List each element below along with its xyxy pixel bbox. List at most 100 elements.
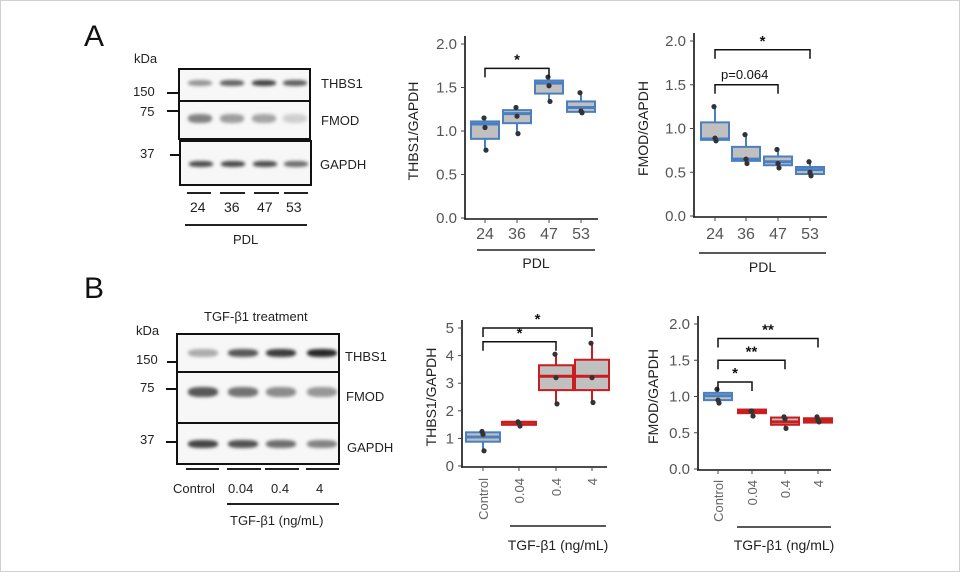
y-axis-label: FMOD/GAPDH (635, 81, 651, 176)
significance-bracket: ** (717, 322, 819, 348)
blot-a-gapdh (179, 140, 312, 186)
lane-label-24-a: 24 (190, 199, 206, 215)
marker-37-b: 37 (140, 432, 155, 447)
x-tick-label: Control (476, 478, 491, 520)
band-gapdh-lane-2 (221, 161, 245, 167)
lane-bar-3-b (265, 468, 299, 470)
y-tick-label: 0.0 (436, 210, 457, 227)
y-axis-label: THBS1/GAPDH (405, 82, 421, 181)
lane-label-53-a: 53 (286, 199, 302, 215)
y-tick-label: 2.0 (665, 33, 686, 50)
significance-label: * (517, 325, 523, 342)
data-point (515, 131, 521, 137)
box-4 (574, 340, 610, 406)
x-tick-label: 4 (811, 480, 826, 487)
y-tick-label: 0.0 (669, 461, 690, 478)
protein-label-fmod-b: FMOD (346, 389, 385, 404)
data-point (590, 399, 596, 406)
kda-label-b: kDa (136, 323, 160, 338)
data-point (513, 104, 519, 111)
data-point (588, 340, 594, 346)
band-gapdh-lane-4 (307, 440, 337, 448)
data-point (749, 408, 755, 414)
band-fmod-lane-3 (252, 114, 276, 123)
data-point (481, 115, 487, 121)
y-tick-label: 2.0 (436, 36, 457, 53)
blot-a-fmod (178, 100, 311, 140)
data-point (553, 375, 559, 381)
band-fmod-lane-4 (307, 387, 337, 397)
significance-bracket: * (484, 51, 550, 78)
protein-label-thbs1-b: THBS1 (345, 349, 387, 364)
protein-label-gapdh-b: GAPDH (347, 440, 394, 455)
lane-bar-1-a (187, 192, 211, 194)
box-53 (795, 159, 825, 179)
y-tick-label: 1.0 (669, 389, 690, 406)
box-36 (502, 104, 532, 137)
y-tick-label: 0.5 (436, 167, 457, 184)
y-tick-label: 0 (446, 458, 454, 475)
x-tick-label: Control (711, 480, 726, 522)
band-fmod-lane-4 (283, 114, 307, 123)
data-point (782, 416, 788, 422)
group-label-pdl-a: PDL (233, 232, 259, 247)
significance-bracket: p=0.064 (714, 67, 779, 94)
x-tick-label: 53 (572, 226, 590, 243)
bracket-line (717, 337, 819, 348)
data-point (577, 90, 583, 96)
data-point (774, 146, 780, 153)
data-point (481, 448, 487, 454)
y-tick-label: 1 (446, 430, 454, 447)
x-tick-label: 36 (508, 226, 526, 243)
lane-label-0-4-b: 0.4 (271, 481, 290, 496)
marker-150-b: 150 (136, 352, 158, 367)
x-tick-label: 24 (476, 226, 494, 243)
group-underline-a (185, 224, 307, 226)
bracket-line (482, 341, 557, 351)
significance-label: * (732, 365, 738, 382)
y-axis-label: FMOD/GAPDH (645, 349, 661, 444)
x-tick-label: 0.4 (778, 480, 793, 498)
box-36 (731, 132, 761, 167)
box-24 (700, 104, 730, 144)
box-0.4 (770, 414, 800, 431)
data-point (483, 147, 489, 153)
x-tick-label: 0.4 (549, 478, 564, 496)
x-tick-label: 0.04 (745, 480, 760, 505)
blot-b-gapdh (176, 422, 340, 465)
marker-tick-37-a (170, 154, 180, 156)
data-point (517, 423, 523, 429)
box-iqr (470, 120, 500, 140)
band-gapdh-lane-3 (253, 161, 277, 167)
band-thbs1-lane-3 (252, 80, 276, 86)
marker-75-b: 75 (140, 380, 155, 395)
data-point (743, 156, 749, 162)
band-fmod-lane-2 (220, 114, 244, 123)
box-0.04 (737, 408, 767, 419)
significance-bracket: * (482, 311, 593, 337)
kda-label-a: kDa (134, 51, 158, 66)
lane-bar-2-a (220, 192, 245, 194)
data-point (750, 413, 756, 419)
y-tick-label: 0.5 (665, 164, 686, 181)
x-tick-label: 47 (540, 226, 558, 243)
bracket-line (717, 359, 786, 370)
data-point (716, 400, 722, 406)
data-point (816, 419, 822, 425)
y-tick-label: 1.0 (665, 121, 686, 138)
lane-label-4-b: 4 (316, 481, 324, 496)
x-tick-label: 53 (801, 226, 819, 243)
lane-label-0-04-b: 0.04 (228, 481, 254, 496)
marker-tick-150-a (167, 92, 179, 94)
band-thbs1-lane-1 (188, 349, 218, 357)
marker-75-a: 75 (140, 104, 155, 119)
lane-bar-4-b (306, 468, 339, 470)
lane-label-36-a: 36 (224, 199, 240, 215)
marker-37-a: 37 (140, 146, 155, 161)
y-tick-label: 4 (446, 348, 454, 365)
x-tick-label: 36 (737, 226, 755, 243)
panel-letter-b: B (84, 272, 105, 305)
